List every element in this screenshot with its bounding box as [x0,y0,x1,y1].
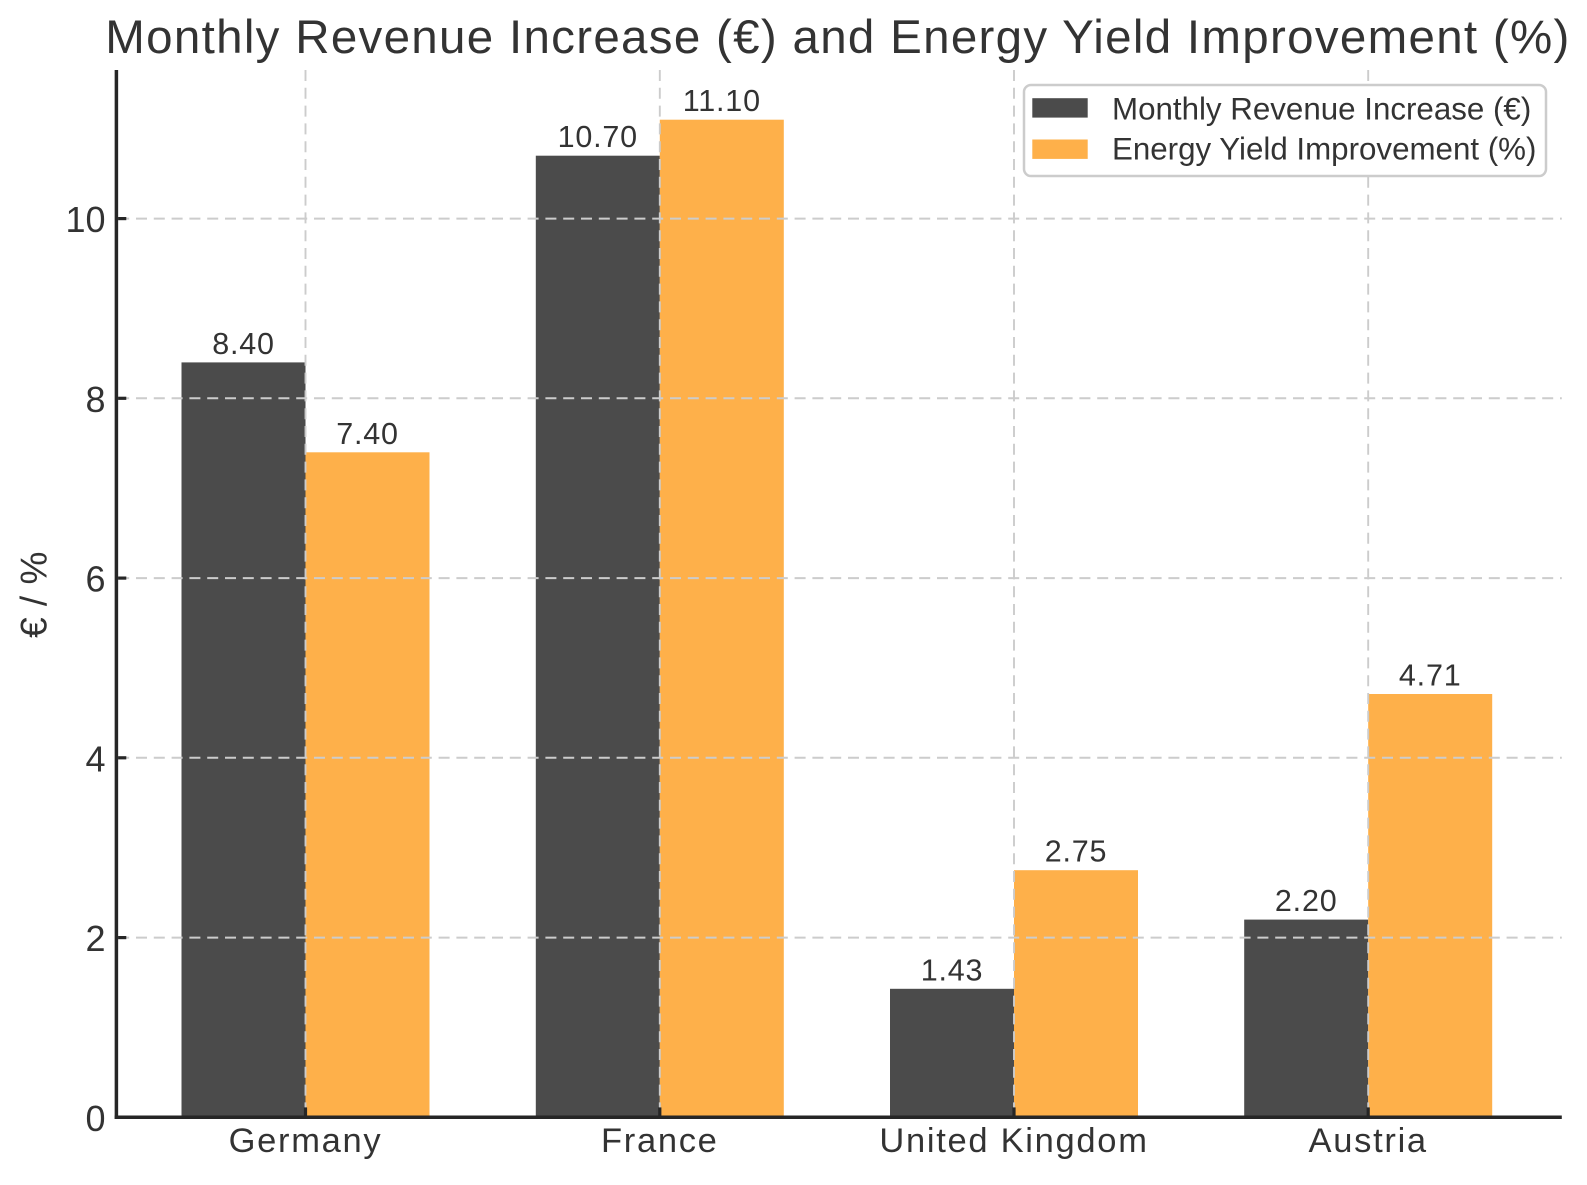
svg-text:2.20: 2.20 [1275,884,1338,918]
svg-text:France: France [601,1122,719,1160]
svg-text:6: 6 [85,559,105,600]
svg-text:4.71: 4.71 [1399,659,1462,693]
svg-text:Austria: Austria [1309,1122,1428,1160]
svg-text:0: 0 [85,1098,105,1139]
svg-text:11.10: 11.10 [683,84,761,118]
svg-text:2.75: 2.75 [1045,835,1108,869]
svg-text:Monthly Revenue Increase (€) a: Monthly Revenue Increase (€) and Energy … [105,11,1570,64]
svg-text:10: 10 [65,199,105,240]
svg-text:8.40: 8.40 [212,327,275,361]
svg-text:7.40: 7.40 [336,417,399,451]
svg-text:United Kingdom: United Kingdom [879,1122,1148,1160]
svg-text:4: 4 [85,738,105,779]
svg-text:€ / %: € / % [14,551,55,638]
svg-text:10.70: 10.70 [558,120,638,154]
svg-text:8: 8 [85,379,105,420]
svg-text:Germany: Germany [229,1122,383,1160]
svg-text:Energy Yield Improvement (%): Energy Yield Improvement (%) [1112,131,1536,166]
svg-text:2: 2 [85,918,105,959]
svg-text:1.43: 1.43 [921,953,984,987]
svg-text:Monthly Revenue Increase (€): Monthly Revenue Increase (€) [1112,92,1531,127]
